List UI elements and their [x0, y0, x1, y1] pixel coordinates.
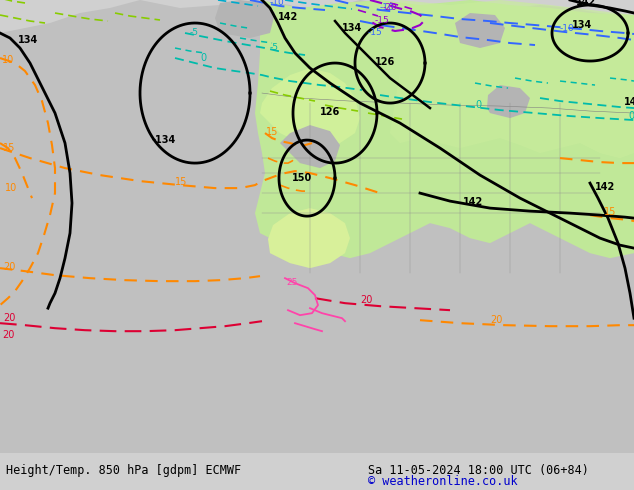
- Text: 10: 10: [2, 55, 14, 65]
- Text: 142: 142: [624, 97, 634, 107]
- Text: -5: -5: [190, 28, 199, 37]
- Text: -15: -15: [375, 16, 390, 25]
- Text: 134: 134: [342, 23, 362, 33]
- Text: 25: 25: [286, 278, 297, 287]
- Text: 10: 10: [5, 183, 17, 193]
- Text: 20: 20: [360, 295, 372, 305]
- Text: 20: 20: [2, 330, 15, 340]
- Text: 15: 15: [266, 127, 278, 137]
- Text: 0: 0: [200, 53, 206, 63]
- Text: 142: 142: [595, 182, 615, 192]
- Text: 15: 15: [175, 177, 188, 187]
- Text: 15: 15: [3, 143, 15, 153]
- Text: 0: 0: [475, 100, 481, 110]
- Polygon shape: [255, 0, 634, 258]
- Text: Sa 11-05-2024 18:00 UTC (06+84): Sa 11-05-2024 18:00 UTC (06+84): [368, 464, 588, 477]
- Text: 15: 15: [604, 207, 616, 217]
- Text: -20: -20: [383, 3, 398, 12]
- Polygon shape: [215, 0, 275, 38]
- Polygon shape: [455, 13, 505, 48]
- Text: 142: 142: [463, 197, 483, 207]
- Polygon shape: [280, 125, 340, 168]
- Text: 20: 20: [3, 313, 15, 323]
- Polygon shape: [390, 0, 634, 158]
- Text: -10: -10: [270, 0, 285, 7]
- Polygon shape: [260, 68, 360, 148]
- Text: 150: 150: [292, 173, 313, 183]
- Text: 142: 142: [278, 12, 298, 22]
- Text: 20: 20: [490, 315, 502, 325]
- Text: Height/Temp. 850 hPa [gdpm] ECMWF: Height/Temp. 850 hPa [gdpm] ECMWF: [6, 464, 242, 477]
- Text: -10: -10: [380, 3, 395, 12]
- Text: 20: 20: [3, 262, 15, 272]
- Text: 134: 134: [18, 35, 38, 45]
- Polygon shape: [487, 85, 530, 118]
- Text: 0: 0: [628, 111, 634, 121]
- Polygon shape: [268, 208, 350, 268]
- Text: 142: 142: [576, 0, 596, 7]
- Text: 126: 126: [320, 107, 340, 117]
- Polygon shape: [0, 0, 634, 453]
- Text: -134: -134: [152, 135, 176, 145]
- Text: -15: -15: [368, 28, 383, 37]
- Text: -10: -10: [560, 24, 575, 33]
- Text: 134: 134: [572, 20, 592, 30]
- Text: © weatheronline.co.uk: © weatheronline.co.uk: [368, 475, 517, 488]
- Text: 126: 126: [375, 57, 395, 67]
- Text: -5: -5: [270, 43, 279, 52]
